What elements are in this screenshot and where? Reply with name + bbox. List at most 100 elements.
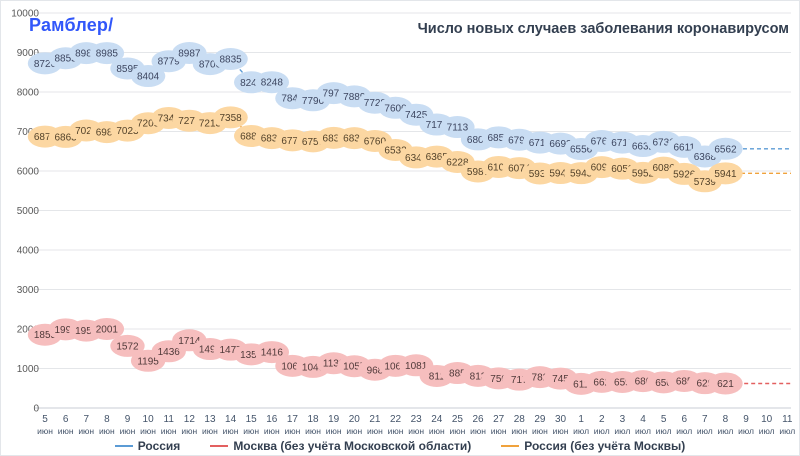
data-point-label: 6074 <box>508 164 531 175</box>
legend-label: Россия <box>137 439 181 453</box>
x-axis-tick-month: июн <box>470 426 486 436</box>
x-axis-tick-month: июл <box>697 426 713 436</box>
x-axis-tick-month: июн <box>120 426 136 436</box>
data-point-label: 1714 <box>178 336 201 347</box>
data-point-label: 8855 <box>54 54 77 65</box>
data-point-label: 6102 <box>488 162 511 173</box>
legend-label: Москва (без учёта Московской области) <box>233 439 472 453</box>
data-point-label: 629 <box>696 379 713 390</box>
data-point-label: 8835 <box>219 55 242 66</box>
data-point-label: 1133 <box>323 359 345 370</box>
x-axis-tick-month: июн <box>243 426 259 436</box>
x-axis-tick-month: июн <box>532 426 548 436</box>
data-point-label: 8726 <box>34 59 57 70</box>
data-point-label: 7600 <box>384 103 407 114</box>
x-axis-tick-month: июл <box>779 426 795 436</box>
x-axis-tick-day: 5 <box>661 414 667 425</box>
data-point-label: 6693 <box>549 139 572 150</box>
x-axis-tick-month: июл <box>614 426 630 436</box>
data-point-label: 1436 <box>158 347 181 358</box>
x-axis-tick-month: июн <box>553 426 569 436</box>
x-axis-tick-day: 7 <box>702 414 708 425</box>
data-point-bubble <box>110 334 145 357</box>
legend-item-0: Россия <box>114 439 181 453</box>
x-axis-tick-day: 1 <box>578 414 584 425</box>
data-point-label: 6839 <box>323 133 346 144</box>
x-axis-tick-day: 20 <box>349 414 361 425</box>
x-axis-tick-month: июн <box>491 426 507 436</box>
x-axis-tick-day: 30 <box>555 414 567 425</box>
y-axis-tick-label: 0 <box>33 404 39 415</box>
data-point-label: 968 <box>367 365 384 376</box>
x-axis-tick-month: июн <box>429 426 445 436</box>
data-point-label: 7025 <box>75 126 98 137</box>
chart-legend: Россия Москва (без учёта Московской облас… <box>1 437 799 455</box>
x-axis-tick-day: 8 <box>104 414 110 425</box>
data-point-label: 8779 <box>158 57 181 68</box>
data-point-label: 6532 <box>384 145 407 156</box>
data-point-label: 6750 <box>302 137 325 148</box>
data-point-label: 5926 <box>673 169 696 180</box>
data-point-label: 659 <box>614 377 631 388</box>
x-axis-tick-month: июн <box>346 426 362 436</box>
x-axis-tick-month: июл <box>738 426 754 436</box>
data-point-label: 650 <box>655 378 672 389</box>
data-point-label: 6791 <box>508 135 531 146</box>
data-point-label: 1855 <box>34 330 57 341</box>
data-point-label: 8987 <box>178 49 201 60</box>
data-point-label: 1068 <box>384 361 407 372</box>
data-point-label: 8248 <box>261 78 284 89</box>
data-point-label: 6887 <box>240 131 263 142</box>
y-axis-tick-label: 8000 <box>17 88 40 99</box>
data-point-label: 6059 <box>611 164 634 175</box>
x-axis-tick-month: июн <box>78 426 94 436</box>
data-point-bubble <box>708 372 743 395</box>
data-point-label: 6760 <box>591 136 614 147</box>
data-point-label: 8246 <box>240 78 263 89</box>
data-point-label: 6632 <box>632 142 655 153</box>
data-point-label: 6863 <box>54 132 77 143</box>
data-point-label: 5937 <box>529 169 552 180</box>
data-point-label: 6098 <box>591 163 614 174</box>
x-axis-tick-day: 9 <box>125 414 131 425</box>
x-axis-tick-day: 28 <box>514 414 526 425</box>
data-point-label: 6760 <box>364 136 387 147</box>
x-axis-tick-month: июн <box>161 426 177 436</box>
x-axis-tick-month: июн <box>202 426 218 436</box>
data-point-label: 6344 <box>405 153 428 164</box>
data-point-label: 8985 <box>96 49 119 60</box>
x-axis-tick-day: 24 <box>431 414 443 425</box>
x-axis-tick-day: 7 <box>83 414 89 425</box>
x-axis-tick-day: 3 <box>620 414 626 425</box>
data-point-label: 5945 <box>570 169 593 180</box>
data-point-label: 6086 <box>652 163 675 174</box>
data-point-label: 6228 <box>446 157 469 168</box>
data-point-label: 662 <box>593 377 610 388</box>
x-axis-tick-month: июл <box>656 426 672 436</box>
data-point-label: 717 <box>511 375 528 386</box>
data-point-label: 6800 <box>467 135 490 146</box>
data-point-label: 1081 <box>405 361 428 372</box>
x-axis-tick-month: июн <box>305 426 321 436</box>
rambler-logo[interactable]: Рамблер/ <box>29 15 114 35</box>
x-axis-tick-day: 5 <box>42 414 48 425</box>
x-axis-tick-month: июн <box>511 426 527 436</box>
data-point-label: 7209 <box>137 119 160 130</box>
x-axis-tick-month: июн <box>388 426 404 436</box>
data-point-label: 7113 <box>447 123 469 134</box>
data-point-label: 1572 <box>116 341 139 352</box>
legend-swatch-line <box>501 445 520 447</box>
x-axis-tick-day: 18 <box>307 414 319 425</box>
data-point-label: 813 <box>470 371 487 382</box>
x-axis-tick-month: июн <box>264 426 280 436</box>
data-point-label: 6365 <box>426 152 449 163</box>
data-point-label: 7728 <box>364 98 387 109</box>
x-axis-tick-month: июн <box>285 426 301 436</box>
data-point-label: 6832 <box>343 134 366 145</box>
data-point-label: 5941 <box>714 169 737 180</box>
data-point-label: 5948 <box>549 169 572 180</box>
data-point-label: 1416 <box>261 348 284 359</box>
data-point-bubble <box>708 162 743 185</box>
data-point-label: 1040 <box>302 362 325 373</box>
